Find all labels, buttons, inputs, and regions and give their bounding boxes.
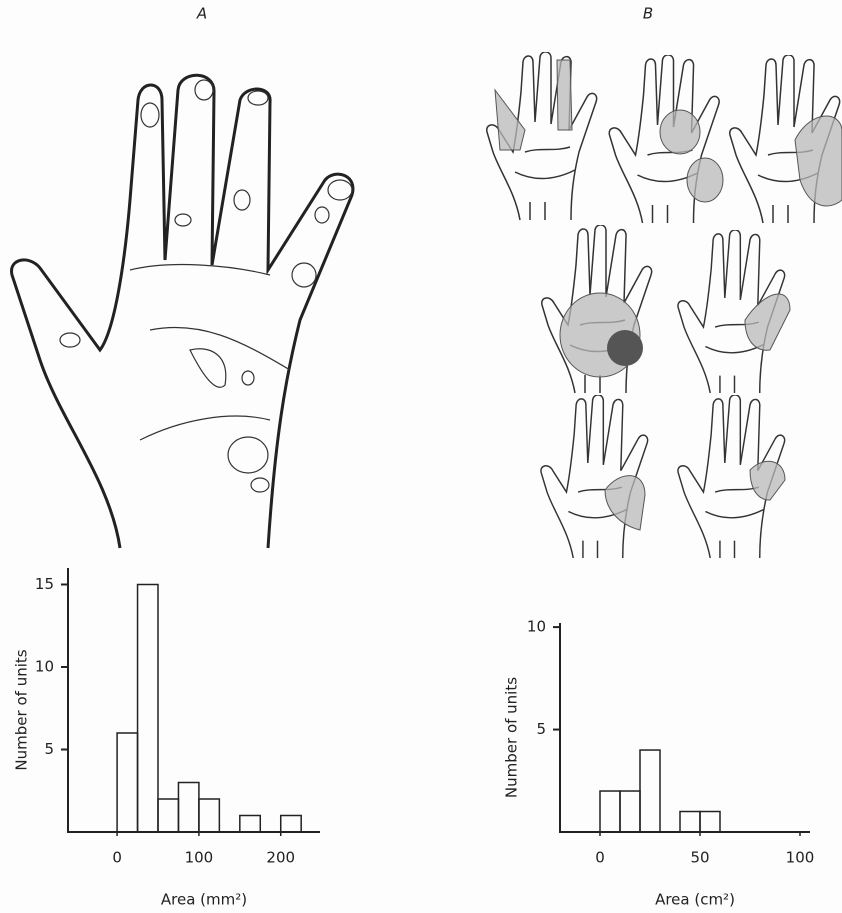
axis <box>68 568 320 832</box>
bar <box>600 791 620 832</box>
bar <box>199 799 219 832</box>
x-axis-label: Area (mm²) <box>161 891 247 909</box>
y-axis-label: Number of units <box>503 677 521 798</box>
figure: A B 510150100200Area (mm²)Number of unit… <box>0 0 842 913</box>
y-tick-label: 15 <box>35 575 54 593</box>
bar <box>700 812 720 832</box>
hand-maps <box>487 52 842 558</box>
bar <box>158 799 178 832</box>
y-axis-label: Number of units <box>13 649 31 770</box>
hand-drawing <box>12 75 353 548</box>
panel-label: B <box>643 5 653 23</box>
y-tick-label: 10 <box>35 658 54 676</box>
x-tick-label: 100 <box>786 849 815 867</box>
bar <box>138 585 158 833</box>
y-tick-label: 5 <box>536 720 546 738</box>
axis <box>560 623 810 832</box>
bar <box>281 816 301 833</box>
x-tick-label: 0 <box>112 849 122 867</box>
x-tick-label: 50 <box>690 849 709 867</box>
x-tick-label: 0 <box>595 849 605 867</box>
bar <box>117 733 137 832</box>
y-tick-label: 5 <box>44 740 54 758</box>
x-axis-label: Area (cm²) <box>655 891 735 909</box>
y-tick-label: 10 <box>527 618 546 636</box>
x-tick-label: 100 <box>185 849 214 867</box>
bar <box>640 750 660 832</box>
x-tick-label: 200 <box>266 849 295 867</box>
bar <box>680 812 700 832</box>
panel-label: A <box>196 5 207 23</box>
bar <box>620 791 640 832</box>
bar <box>240 816 260 833</box>
bar <box>178 783 198 833</box>
